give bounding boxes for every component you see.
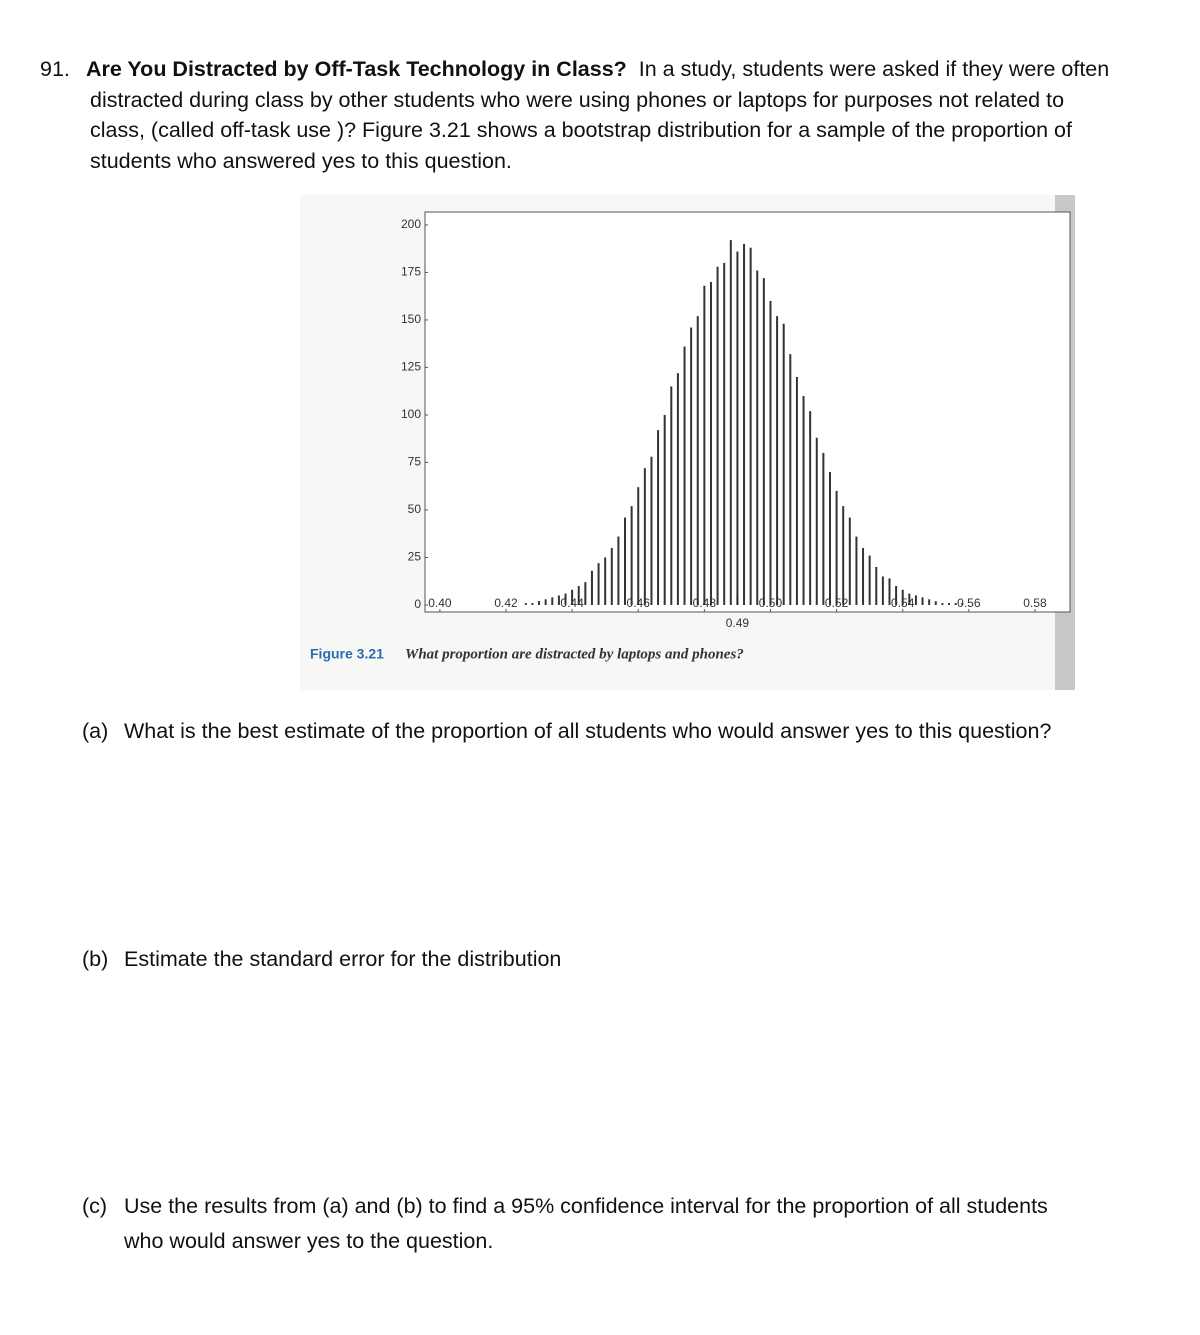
figure: Figure 3.21 What proportion are distract… bbox=[300, 195, 1075, 690]
y-tick-label: 175 bbox=[401, 265, 421, 279]
bar bbox=[676, 373, 679, 605]
bar bbox=[624, 517, 627, 605]
bar bbox=[881, 576, 884, 605]
bar bbox=[597, 563, 600, 605]
question-text: Estimate the standard error for the dist… bbox=[124, 947, 562, 971]
plot-frame bbox=[424, 211, 1071, 613]
bar bbox=[855, 536, 858, 605]
question-text: What is the best estimate of the proport… bbox=[124, 719, 1052, 743]
bar bbox=[538, 601, 541, 605]
bar bbox=[729, 240, 732, 605]
bar bbox=[862, 547, 865, 605]
question: (b) Estimate the standard error for the d… bbox=[82, 942, 1062, 977]
bar bbox=[908, 593, 911, 605]
bar bbox=[584, 582, 587, 605]
bar bbox=[868, 555, 871, 605]
x-tick-label: 0.40 bbox=[428, 596, 452, 610]
question: (a) What is the best estimate of the prop… bbox=[82, 714, 1062, 749]
bar bbox=[901, 589, 904, 605]
bar bbox=[782, 323, 785, 605]
bar bbox=[941, 603, 944, 605]
bar bbox=[875, 566, 878, 605]
problem: 91. Are You Distracted by Off-Task Techno… bbox=[40, 54, 1115, 176]
bar bbox=[590, 570, 593, 605]
bar bbox=[888, 578, 891, 605]
bar bbox=[736, 251, 739, 605]
question-text: Use the results from (a) and (b) to find… bbox=[124, 1194, 1048, 1253]
bar bbox=[571, 589, 574, 605]
bar bbox=[795, 376, 798, 605]
bar bbox=[670, 386, 673, 605]
y-tick-label: 150 bbox=[401, 312, 421, 326]
bar bbox=[709, 281, 712, 605]
question-label: (b) bbox=[82, 947, 109, 971]
bar bbox=[551, 597, 554, 605]
question-label: (a) bbox=[82, 719, 109, 743]
bar bbox=[835, 490, 838, 605]
bar bbox=[756, 270, 759, 605]
problem-title: Are You Distracted by Off-Task Technolog… bbox=[86, 57, 627, 81]
bar bbox=[822, 452, 825, 605]
x-tick-label: 0.58 bbox=[1023, 596, 1047, 610]
bar bbox=[531, 603, 534, 605]
y-tick-label: 75 bbox=[408, 455, 422, 469]
bar bbox=[696, 316, 699, 605]
problem-text: In a study, students were asked if they … bbox=[90, 57, 1110, 173]
bar bbox=[663, 414, 666, 605]
bar bbox=[557, 595, 560, 605]
y-tick-label: 50 bbox=[408, 502, 422, 516]
bar bbox=[749, 247, 752, 605]
y-tick-label: 125 bbox=[401, 360, 421, 374]
bar bbox=[544, 599, 547, 605]
bar bbox=[716, 266, 719, 605]
bar bbox=[769, 300, 772, 605]
bar bbox=[577, 585, 580, 605]
bar bbox=[637, 487, 640, 605]
bar bbox=[617, 536, 620, 605]
question: (c) Use the results from (a) and (b) to f… bbox=[82, 1189, 1062, 1259]
bar bbox=[789, 354, 792, 605]
bar bbox=[690, 327, 693, 605]
y-tick-label: 25 bbox=[408, 550, 422, 564]
bar bbox=[815, 437, 818, 605]
bar bbox=[776, 316, 779, 605]
bar bbox=[914, 595, 917, 605]
bar bbox=[683, 346, 686, 605]
bar bbox=[961, 603, 964, 605]
figure-label: Figure 3.21 bbox=[310, 646, 384, 662]
x-tick-label: 0.42 bbox=[494, 596, 518, 610]
bar bbox=[928, 599, 931, 605]
bar bbox=[934, 601, 937, 605]
bar bbox=[948, 603, 951, 605]
bar bbox=[954, 603, 957, 605]
bar bbox=[564, 593, 567, 605]
problem-number: 91. bbox=[40, 57, 70, 81]
y-tick-label: 100 bbox=[401, 407, 421, 421]
bar bbox=[921, 597, 924, 605]
bar bbox=[604, 557, 607, 605]
bar bbox=[848, 517, 851, 605]
bar bbox=[895, 585, 898, 605]
bar bbox=[657, 430, 660, 605]
bar bbox=[723, 262, 726, 605]
bar bbox=[610, 547, 613, 605]
question-label: (c) bbox=[82, 1194, 108, 1218]
bar bbox=[842, 506, 845, 605]
y-tick-label: 200 bbox=[401, 217, 421, 231]
bar bbox=[809, 411, 812, 605]
x-tick-label: 0.56 bbox=[957, 596, 981, 610]
bar bbox=[828, 471, 831, 605]
bar bbox=[703, 285, 706, 605]
annotation-label: 0.49 bbox=[726, 616, 750, 630]
bar bbox=[743, 243, 746, 605]
figure-caption: What proportion are distracted by laptop… bbox=[405, 646, 744, 662]
bar bbox=[762, 278, 765, 605]
bar bbox=[650, 456, 653, 605]
y-tick-label: 0 bbox=[414, 597, 421, 611]
bar bbox=[643, 468, 646, 605]
bar bbox=[802, 395, 805, 605]
bar bbox=[524, 603, 527, 605]
bar bbox=[630, 506, 633, 605]
